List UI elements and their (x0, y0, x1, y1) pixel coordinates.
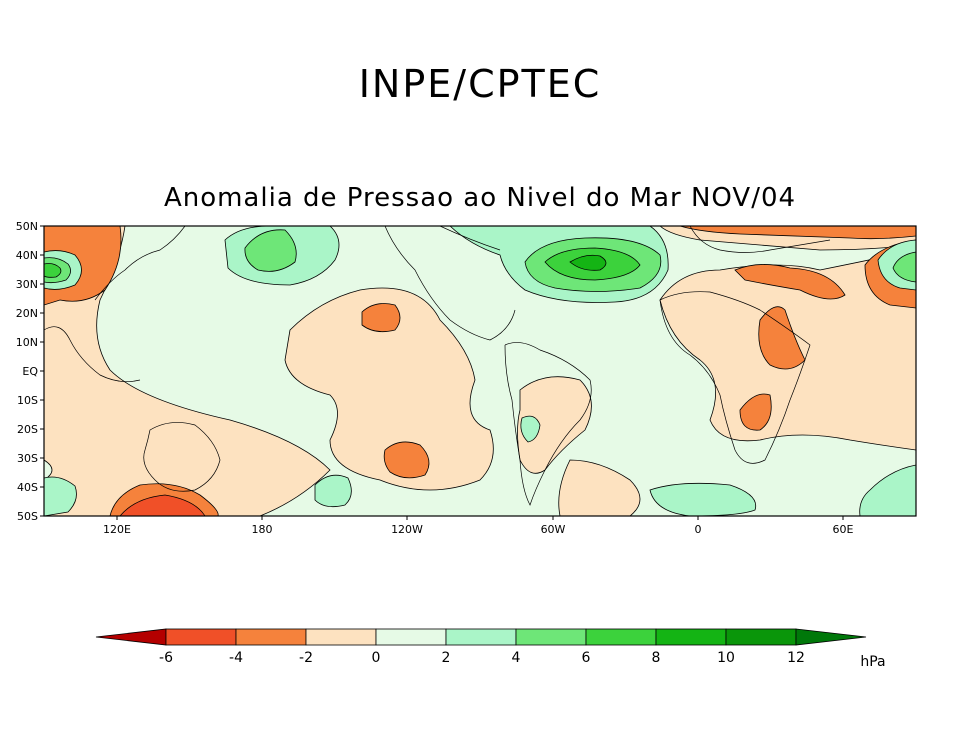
anomaly-region-pos2-southamerica (520, 415, 541, 443)
colorbar-segment (235, 628, 307, 646)
lon-label: 120W (391, 523, 423, 536)
lat-label: 10N (16, 336, 38, 349)
coastline-africa (659, 291, 811, 464)
anomaly-region-neg2-pacific (284, 287, 494, 491)
colorbar-tick-label: -4 (229, 650, 243, 666)
colorbar: -6 -4 -2 0 2 4 6 8 10 12 hPa (95, 628, 886, 670)
anomaly-region-neg4-africa-s (739, 393, 772, 431)
colorbar-tick-label: 12 (787, 650, 805, 666)
anomaly-region-neg4-mideast (734, 264, 846, 300)
anomaly-region-pos4-asia-e (892, 251, 916, 283)
colorbar-tick-label: 2 (442, 650, 451, 666)
coastline-northamerica (384, 226, 516, 341)
anomaly-region-neg2-asia (44, 226, 331, 516)
colorbar-tick-label: 6 (582, 650, 591, 666)
chart-title: INPE/CPTEC (358, 62, 602, 106)
colorbar-tick-label: -6 (159, 650, 173, 666)
anomaly-region-neg4-northeast (679, 226, 916, 240)
lat-label: 30S (17, 452, 38, 465)
lat-label: 40N (16, 249, 38, 262)
lon-label: 60E (833, 523, 854, 536)
lon-label: 60W (541, 523, 566, 536)
anomaly-region-neg4-pacific-s (383, 441, 430, 479)
chart-subtitle: Anomalia de Pressao ao Nivel do Mar NOV/… (163, 183, 797, 213)
coastlines (44, 226, 831, 506)
anomaly-region-pos8-atlantic-n (569, 254, 607, 271)
lat-label: 50N (16, 220, 38, 233)
colorbar-tick-label: 10 (717, 650, 735, 666)
colorbar-tick-label: 8 (652, 650, 661, 666)
colorbar-segment (585, 628, 657, 646)
colorbar-segment (165, 628, 237, 646)
map-plot-area (43, 225, 917, 517)
coastline-europe (689, 226, 831, 253)
colorbar-unit: hPa (860, 654, 885, 670)
lat-label: 30N (16, 278, 38, 291)
lon-label: 120E (103, 523, 131, 536)
coastline-asia (44, 226, 186, 382)
lat-axis: 50N 40N 30N 20N 10N EQ 10S 20S 30S 40S 5… (16, 220, 44, 523)
colorbar-tick-label: 4 (512, 650, 521, 666)
lon-label: 0 (695, 523, 702, 536)
colorbar-segment (725, 628, 797, 646)
colorbar-segment (655, 628, 727, 646)
colorbar-right-arrow (795, 628, 867, 646)
colorbar-segment (445, 628, 517, 646)
anomaly-region-neg2-atlantic (558, 459, 641, 516)
coastline-australia (143, 422, 221, 492)
anomaly-region-pos2-southwest (44, 476, 77, 516)
colorbar-segment (375, 628, 447, 646)
lat-label: 20S (17, 423, 38, 436)
colorbar-tick-label: 0 (372, 650, 381, 666)
colorbar-segment (515, 628, 587, 646)
anomaly-region-pos4-pacific-n (244, 229, 297, 272)
anomaly-region-neg6-australia (119, 494, 206, 516)
coastline-southamerica (504, 342, 592, 506)
lat-label: 20N (16, 307, 38, 320)
anomaly-region-neg4-pacific-n (361, 303, 401, 333)
anomaly-region-pos2-southatlantic (649, 482, 757, 516)
lat-label: 40S (17, 481, 38, 494)
anomaly-region-pos2-southpacific (314, 474, 352, 508)
colorbar-left-arrow (95, 628, 167, 646)
lat-label: EQ (22, 365, 38, 378)
lat-label: 50S (17, 510, 38, 523)
colorbar-segment (305, 628, 377, 646)
anomaly-region-pos6-asia-w (44, 263, 62, 278)
colorbar-tick-label: -2 (299, 650, 313, 666)
lat-label: 10S (17, 394, 38, 407)
lon-label: 180 (252, 523, 273, 536)
lon-axis: 120E 180 120W 60W 0 60E (103, 516, 854, 536)
anomaly-region-pos2-indian (859, 464, 916, 516)
